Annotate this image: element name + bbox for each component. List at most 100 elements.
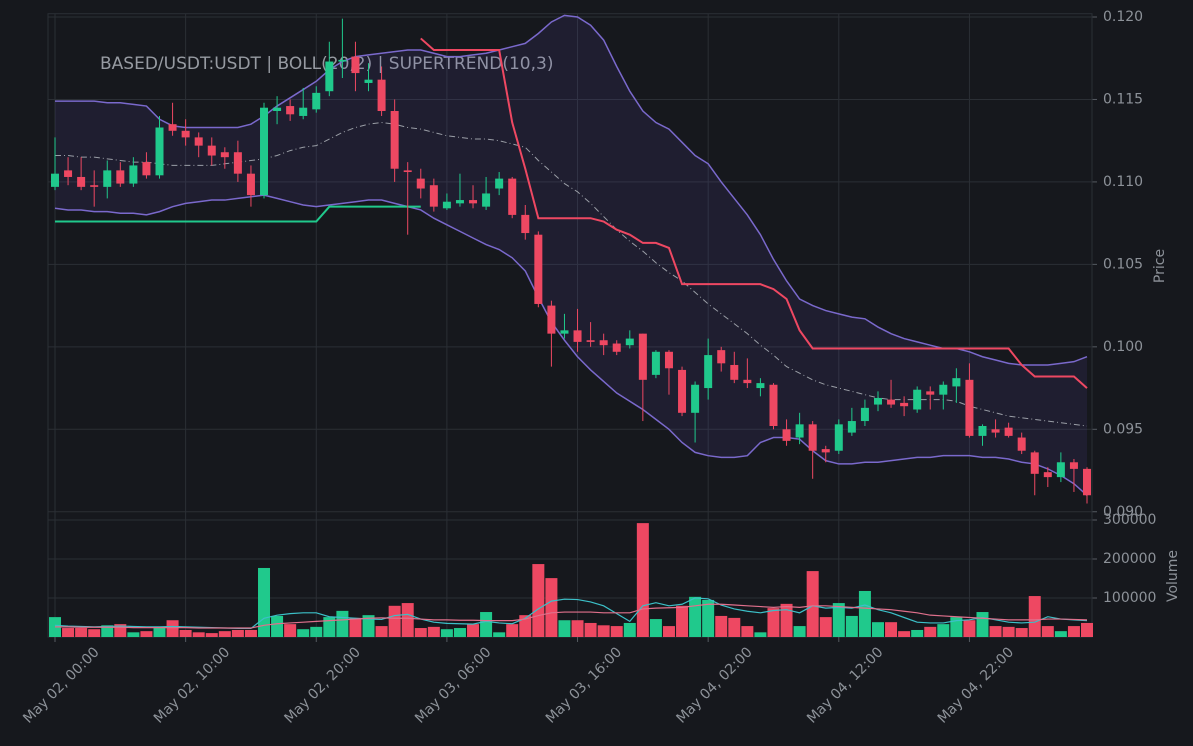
volume-bar [845,615,858,637]
candle-body [887,399,896,405]
candle-body [142,162,151,176]
volume-bar [519,615,532,637]
volume-bar [1081,622,1093,637]
volume-bar [218,631,231,637]
volume-bar [231,629,244,637]
volume-bar [623,622,636,637]
candle-body [847,421,856,433]
candle-body [233,152,242,174]
candle-body [1030,452,1039,474]
candle-body [795,424,804,438]
candle-body [155,127,164,176]
volume-bar [271,615,284,637]
candle-body [377,79,386,112]
volume-tick-label: 300000 [1103,512,1156,528]
volume-bar [819,617,832,637]
candle-body [325,61,334,92]
volume-bar [715,615,728,637]
volume-bar [388,605,401,637]
volume-ma-b [55,603,1088,629]
candle-body [952,378,961,387]
bollinger-lower [54,194,1088,496]
candle-body [534,234,543,304]
volume-bar [284,624,297,637]
candle-body [782,429,791,441]
volume-bar [911,629,924,637]
candle-body [1004,427,1013,436]
candle-body [704,355,713,389]
candle-body [965,379,974,436]
volume-bar [584,622,597,637]
y-tick-label: 0.090 [1103,504,1143,520]
bollinger-upper [55,14,1088,366]
candle-body [455,200,464,204]
candle-body [181,130,190,138]
volume-bar [1028,596,1041,637]
candle-body [1043,472,1052,478]
volume-bar [676,605,689,637]
bollinger-band-fill [55,15,1087,496]
volume-bar [1067,626,1080,637]
candle-body [573,330,582,342]
candle-body [638,333,647,380]
candle-body [495,178,504,189]
volume-bar [127,632,140,637]
candle-body [808,424,817,451]
candle-body [978,425,987,436]
candle-body [364,79,373,83]
volume-bar [976,612,989,637]
volume-bar [532,564,545,637]
volume-bar [375,626,388,637]
y-tick-label: 0.100 [1103,339,1143,355]
volume-bar [140,631,153,637]
volume-bar [571,620,584,637]
y-tick-label: 0.120 [1103,9,1143,25]
candle-body [1056,462,1065,478]
volume-bar [950,617,963,637]
candle-body [116,170,125,184]
volume-bar [754,632,767,637]
volume-bar [1054,631,1067,637]
candle-body [51,173,59,187]
candle-body [651,351,660,375]
grid-layer [47,13,1097,642]
bollinger-middle [55,122,1088,427]
volume-bar [62,628,75,637]
volume-bar [310,626,323,637]
volume-bar [336,610,349,637]
candle-body [260,107,269,196]
candle-body [286,106,295,115]
candle-body [469,200,478,204]
volume-bar [793,626,806,637]
candle-body [416,178,425,189]
volume-bar [258,567,271,637]
candle-body [900,402,909,407]
candle-body [769,384,778,426]
supertrend-up [55,205,421,223]
candle-body [678,369,687,413]
candle-body [560,330,569,334]
volume-bar [467,624,480,637]
volume-bar [75,628,88,637]
volume-bar [702,599,715,637]
volume-bar [88,629,101,637]
volume-bar [858,590,871,637]
volume-bar [558,620,571,637]
candle-body [834,424,843,451]
volume-bar [989,626,1002,637]
candle-body [64,170,73,177]
candle-body [129,165,138,184]
candle-body [939,384,948,395]
volume-bar [297,629,310,637]
volume-bar [349,617,362,637]
volume-bar [924,626,937,637]
candle-body [599,340,608,346]
candle-body [299,107,308,116]
candle-body [664,351,673,369]
volume-bar [1041,626,1054,637]
candle-body [717,350,726,364]
candle-body [1017,437,1026,451]
supertrend-down [420,37,1088,389]
candle-body [442,201,451,209]
